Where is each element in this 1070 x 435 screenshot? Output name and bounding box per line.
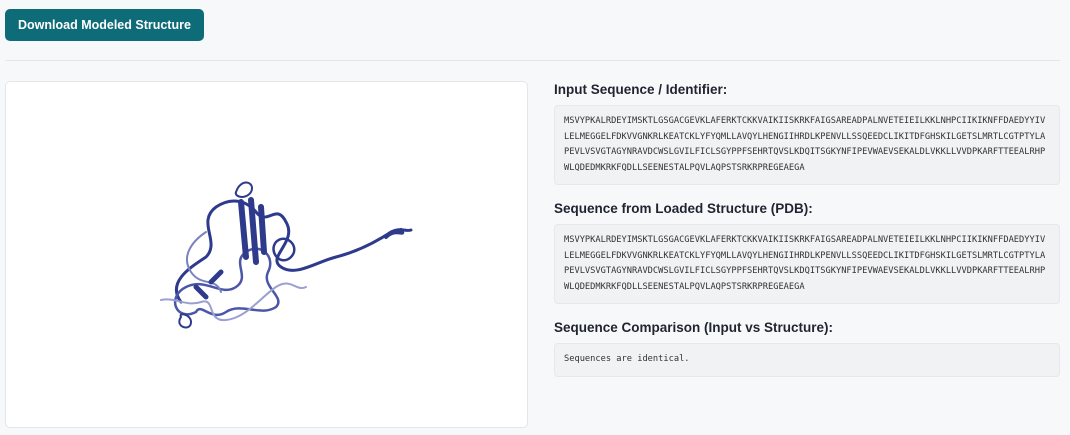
structure-viewer[interactable] [5,81,528,428]
comparison-box: Sequences are identical. [554,343,1060,377]
structure-sequence-text: MSVYPKALRDEYIMSKTLGSGACGEVKLAFERKTCKKVAI… [564,235,1046,292]
structure-sequence-box: MSVYPKALRDEYIMSKTLGSGACGEVKLAFERKTCKKVAI… [554,224,1060,304]
divider [5,60,1060,61]
comparison-title: Sequence Comparison (Input vs Structure)… [554,320,834,335]
structure-sequence-title: Sequence from Loaded Structure (PDB): [554,201,813,216]
sequence-panel: Input Sequence / Identifier: MSVYPKALRDE… [554,82,1060,393]
input-sequence-title: Input Sequence / Identifier: [554,82,728,97]
download-modeled-structure-button[interactable]: Download Modeled Structure [5,9,204,41]
protein-structure-render [160,181,413,329]
input-sequence-text: MSVYPKALRDEYIMSKTLGSGACGEVKLAFERKTCKKVAI… [564,116,1046,173]
comparison-result: Sequences are identical. [564,354,690,364]
input-sequence-box: MSVYPKALRDEYIMSKTLGSGACGEVKLAFERKTCKKVAI… [554,105,1060,185]
